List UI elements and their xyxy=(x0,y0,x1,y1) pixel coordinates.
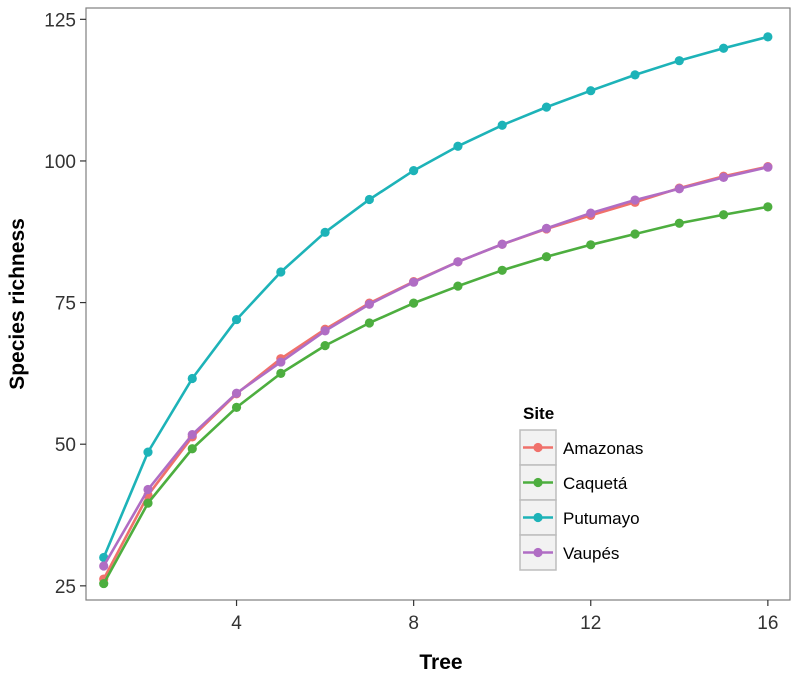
data-point xyxy=(586,240,596,250)
legend-key-point xyxy=(533,442,543,453)
legend-item-putumayo: Putumayo xyxy=(519,499,640,536)
data-point xyxy=(276,368,286,378)
data-point xyxy=(763,32,773,42)
data-point xyxy=(187,373,197,384)
data-point xyxy=(320,227,330,237)
data-point xyxy=(586,86,596,96)
data-point xyxy=(187,429,197,440)
data-point xyxy=(276,267,286,277)
data-point xyxy=(541,223,552,233)
data-point xyxy=(99,578,109,589)
legend-label: Amazonas xyxy=(563,439,643,458)
data-point xyxy=(187,444,197,454)
y-tick-label: 100 xyxy=(44,152,76,173)
series-caqueta xyxy=(99,202,773,589)
legend-key-point xyxy=(533,477,543,488)
data-point xyxy=(497,120,507,130)
legend-key-point xyxy=(533,512,543,523)
data-point xyxy=(630,229,640,239)
y-tick-label: 50 xyxy=(55,435,76,456)
data-point xyxy=(497,265,507,275)
legend-label: Vaupés xyxy=(563,544,619,563)
data-point xyxy=(364,318,374,328)
data-point xyxy=(718,172,729,182)
legend: Site Amazonas Caquetá Putumayo Vaupés xyxy=(519,404,643,571)
data-point xyxy=(231,402,242,412)
data-point xyxy=(674,218,684,228)
data-point xyxy=(364,194,374,205)
legend-key-point xyxy=(533,547,543,558)
data-point xyxy=(674,56,684,66)
data-point xyxy=(276,357,286,367)
data-point xyxy=(541,252,552,262)
legend-title: Site xyxy=(523,404,554,423)
y-tick-label: 25 xyxy=(55,577,76,598)
series-putumayo xyxy=(99,32,773,563)
y-tick-label: 125 xyxy=(44,10,76,31)
data-point xyxy=(497,239,507,249)
data-point xyxy=(763,202,773,212)
data-point xyxy=(718,210,729,220)
series-line xyxy=(102,35,770,559)
series-line xyxy=(102,205,770,585)
data-point xyxy=(674,184,684,194)
data-point xyxy=(763,162,773,172)
series-layer xyxy=(99,32,773,589)
legend-item-caqueta: Caquetá xyxy=(519,464,628,501)
data-point xyxy=(453,141,463,151)
data-point xyxy=(453,281,463,291)
x-tick-label: 4 xyxy=(231,613,242,634)
y-tick-label: 75 xyxy=(55,294,76,315)
data-point xyxy=(364,299,374,309)
data-point xyxy=(231,314,242,325)
x-tick-label: 16 xyxy=(757,613,778,634)
data-point xyxy=(630,195,640,205)
data-point xyxy=(320,326,330,336)
series-line xyxy=(102,165,770,568)
data-point xyxy=(630,70,640,80)
legend-label: Putumayo xyxy=(563,509,640,528)
data-point xyxy=(231,388,242,398)
data-point xyxy=(453,257,463,267)
x-tick-label: 8 xyxy=(408,613,419,634)
data-point xyxy=(320,341,330,351)
y-axis: 25 50 75 100 125 xyxy=(44,10,86,598)
data-point xyxy=(409,298,419,308)
data-point xyxy=(718,43,729,53)
legend-item-vaupes: Vaupés xyxy=(519,534,619,571)
legend-items: Amazonas Caquetá Putumayo Vaupés xyxy=(519,429,643,571)
y-axis-title: Species richness xyxy=(6,218,29,390)
data-point xyxy=(541,102,552,112)
data-point xyxy=(143,498,153,508)
x-tick-label: 12 xyxy=(580,613,601,634)
x-axis: 4 8 12 16 xyxy=(231,600,778,634)
legend-label: Caquetá xyxy=(563,474,628,493)
data-point xyxy=(143,447,153,457)
data-point xyxy=(409,277,419,287)
data-point xyxy=(409,165,419,176)
data-point xyxy=(99,561,109,571)
plot-panel xyxy=(85,7,791,601)
series-vaupes xyxy=(99,162,773,571)
data-point xyxy=(143,484,153,495)
x-axis-title: Tree xyxy=(419,651,462,674)
data-point xyxy=(586,208,596,218)
